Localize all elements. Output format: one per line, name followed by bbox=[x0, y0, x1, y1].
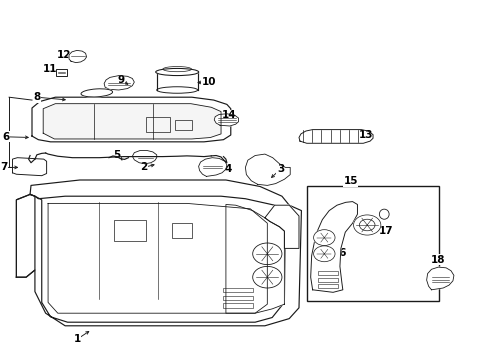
Bar bbox=[317, 271, 337, 275]
Text: 5: 5 bbox=[113, 150, 121, 160]
Polygon shape bbox=[17, 194, 35, 277]
Text: 9: 9 bbox=[117, 75, 124, 85]
Polygon shape bbox=[13, 158, 46, 176]
Text: 13: 13 bbox=[358, 130, 373, 140]
Polygon shape bbox=[310, 202, 357, 292]
Text: 1: 1 bbox=[74, 334, 81, 344]
Polygon shape bbox=[32, 97, 230, 142]
Ellipse shape bbox=[81, 89, 112, 97]
Text: 16: 16 bbox=[332, 248, 346, 258]
Text: 7: 7 bbox=[0, 162, 8, 172]
Circle shape bbox=[313, 230, 334, 246]
Bar bbox=[223, 288, 252, 292]
Polygon shape bbox=[43, 104, 221, 139]
Text: 6: 6 bbox=[2, 132, 9, 142]
Circle shape bbox=[313, 246, 334, 262]
Bar bbox=[174, 120, 191, 130]
Polygon shape bbox=[225, 204, 284, 313]
Text: 17: 17 bbox=[378, 226, 393, 236]
Bar bbox=[223, 303, 252, 308]
Bar bbox=[145, 117, 169, 132]
Polygon shape bbox=[214, 114, 238, 126]
Bar bbox=[306, 186, 438, 301]
Polygon shape bbox=[17, 194, 301, 326]
Text: 11: 11 bbox=[43, 64, 58, 74]
Text: 10: 10 bbox=[201, 77, 216, 87]
Text: 2: 2 bbox=[140, 162, 147, 172]
Polygon shape bbox=[30, 180, 289, 211]
Text: 18: 18 bbox=[430, 255, 445, 265]
Text: 4: 4 bbox=[224, 164, 232, 174]
Polygon shape bbox=[69, 50, 86, 63]
Bar bbox=[172, 223, 191, 238]
Circle shape bbox=[359, 219, 374, 231]
Polygon shape bbox=[48, 203, 267, 313]
Polygon shape bbox=[104, 76, 134, 90]
Bar bbox=[223, 296, 252, 300]
Text: 14: 14 bbox=[222, 110, 236, 120]
Bar bbox=[114, 220, 145, 241]
Ellipse shape bbox=[155, 68, 198, 76]
Polygon shape bbox=[132, 150, 157, 164]
Polygon shape bbox=[198, 158, 226, 176]
Circle shape bbox=[353, 215, 380, 235]
Bar bbox=[56, 69, 67, 76]
Polygon shape bbox=[426, 267, 453, 290]
Text: 8: 8 bbox=[33, 92, 41, 102]
Text: 15: 15 bbox=[343, 176, 357, 186]
Polygon shape bbox=[264, 205, 298, 248]
Text: 3: 3 bbox=[276, 164, 284, 174]
Polygon shape bbox=[245, 154, 289, 185]
Bar bbox=[317, 278, 337, 282]
Bar bbox=[317, 284, 337, 288]
Text: 12: 12 bbox=[56, 50, 71, 60]
Polygon shape bbox=[298, 130, 372, 143]
